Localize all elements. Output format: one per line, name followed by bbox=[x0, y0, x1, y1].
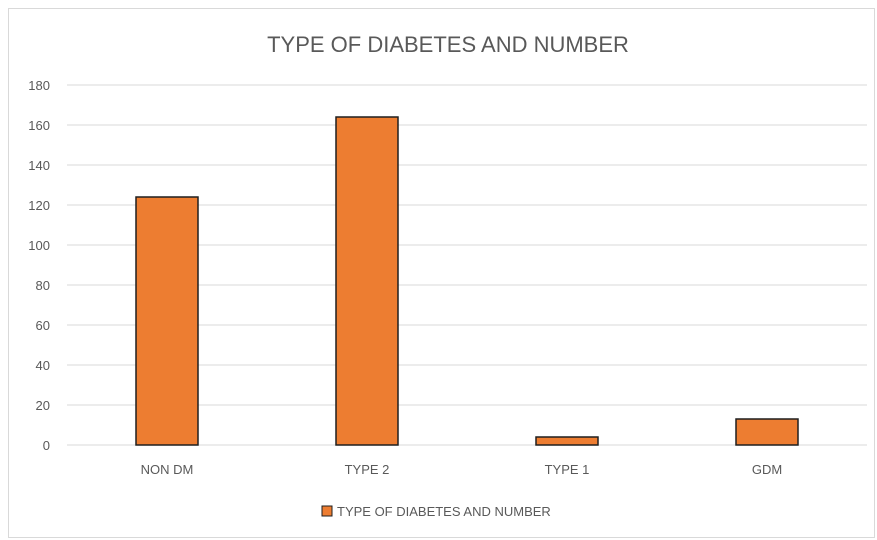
x-tick-label: GDM bbox=[752, 462, 782, 477]
y-axis-tick-labels: 0 20 40 60 80 100 120 140 160 180 bbox=[28, 78, 50, 453]
x-tick-label: NON DM bbox=[141, 462, 194, 477]
x-axis-tick-labels: NON DM TYPE 2 TYPE 1 GDM bbox=[141, 462, 783, 477]
y-tick-label: 20 bbox=[36, 398, 50, 413]
legend: TYPE OF DIABETES AND NUMBER bbox=[321, 504, 551, 519]
bar-type-2 bbox=[335, 116, 399, 446]
gridlines bbox=[67, 84, 867, 446]
y-tick-label: 80 bbox=[36, 278, 50, 293]
bar-non-dm bbox=[135, 196, 199, 446]
y-tick-label: 160 bbox=[28, 118, 50, 133]
y-tick-label: 0 bbox=[43, 438, 50, 453]
y-tick-label: 180 bbox=[28, 78, 50, 93]
x-tick-label: TYPE 2 bbox=[345, 462, 390, 477]
bar-type-1 bbox=[535, 436, 599, 446]
y-tick-label: 120 bbox=[28, 198, 50, 213]
y-tick-label: 140 bbox=[28, 158, 50, 173]
y-tick-label: 60 bbox=[36, 318, 50, 333]
x-tick-label: TYPE 1 bbox=[545, 462, 590, 477]
legend-label: TYPE OF DIABETES AND NUMBER bbox=[337, 504, 551, 519]
y-tick-label: 40 bbox=[36, 358, 50, 373]
legend-swatch bbox=[321, 505, 333, 517]
chart-title: TYPE OF DIABETES AND NUMBER bbox=[267, 32, 629, 57]
bars bbox=[135, 116, 799, 446]
bar-gdm bbox=[735, 418, 799, 446]
y-tick-label: 100 bbox=[28, 238, 50, 253]
